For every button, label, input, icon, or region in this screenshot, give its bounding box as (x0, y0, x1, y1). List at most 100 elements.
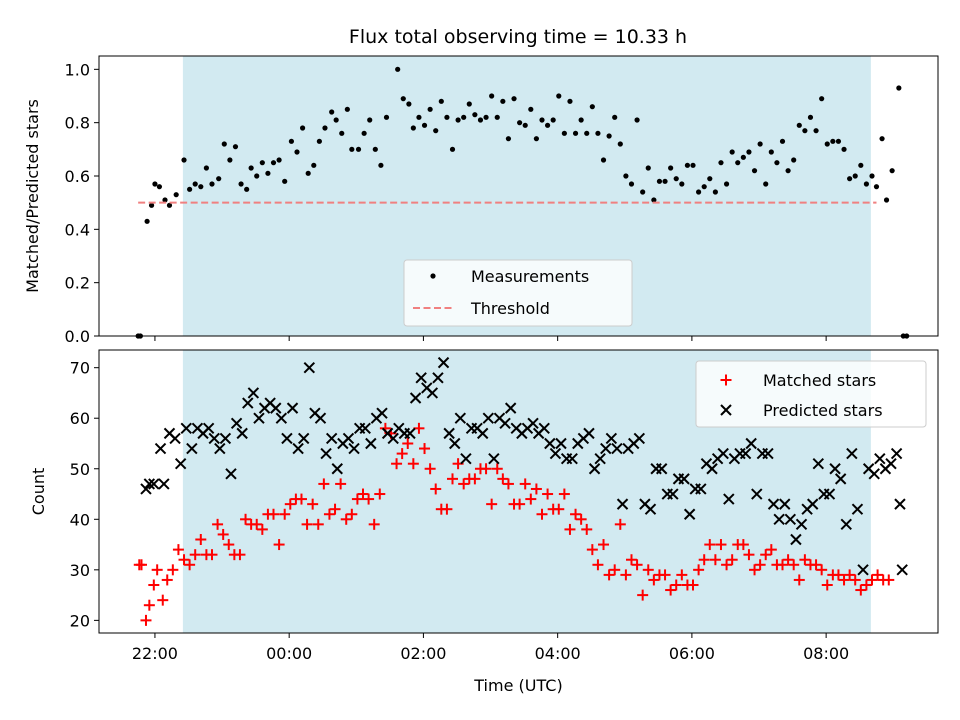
bottom-panel: 20 30 40 50 60 70 22:00 00:00 02:00 04:00 06:00 08… (29, 349, 939, 695)
predicted-star-marker (437, 356, 450, 369)
matched-star-marker (391, 458, 403, 470)
bottom-legend-box (695, 360, 927, 428)
matched-star-marker (335, 478, 347, 490)
predicted-star-marker (829, 463, 841, 475)
measurement-point (500, 98, 506, 104)
matched-star-marker (424, 463, 436, 475)
predicted-star-marker (594, 452, 606, 465)
matched-star-marker (737, 539, 749, 551)
matched-star-marker (810, 559, 822, 571)
predicted-star-marker (454, 412, 467, 424)
y-tick-label: 30 (70, 561, 90, 580)
matched-star-marker (782, 554, 794, 566)
predicted-star-marker (208, 432, 220, 445)
measurement-point (544, 122, 551, 128)
measurement-point (349, 146, 355, 152)
legend-predicted-label: Predicted stars (763, 401, 883, 420)
y-tick-label: 20 (70, 611, 90, 630)
predicted-star-marker (549, 447, 562, 460)
legend-plus (720, 374, 732, 386)
y-tick-label: 0.6 (65, 167, 90, 186)
measurement-point (819, 96, 825, 102)
matched-star-marker (140, 614, 152, 626)
measurement-point (723, 181, 730, 187)
matched-star-marker (838, 574, 850, 586)
predicted-star-marker (611, 442, 623, 455)
matched-star-marker (351, 493, 363, 505)
top-legend: Measurements Threshold (403, 259, 633, 327)
matched-star-marker (665, 584, 677, 596)
measurement-point (684, 162, 691, 168)
predicted-star-marker (460, 452, 472, 465)
predicted-star-marker (851, 503, 864, 515)
y-tick-label: 0.4 (65, 220, 90, 239)
matched-star-marker (136, 559, 148, 571)
matched-star-marker (743, 549, 755, 561)
measurement-point (729, 149, 735, 155)
legend-threshold-label: Threshold (470, 299, 550, 318)
matched-star-marker (575, 513, 587, 525)
matched-star-marker (530, 483, 542, 495)
measurement-point (595, 130, 601, 136)
measurement-point (187, 186, 193, 192)
predicted-star-marker (476, 427, 489, 440)
measurement-point (316, 138, 322, 144)
legend-predicted-marker (720, 404, 732, 416)
matched-star-marker (844, 569, 856, 581)
measurement-point (763, 181, 769, 187)
matched-star-marker (363, 493, 375, 505)
predicted-star-marker (236, 427, 248, 440)
measurement-point (701, 184, 707, 190)
predicted-star-marker (739, 447, 752, 460)
measurement-point (144, 218, 150, 224)
predicted-star-marker (890, 447, 903, 460)
predicted-star-marker (214, 442, 226, 455)
measurement-point (858, 162, 864, 168)
matched-star-marker (357, 488, 369, 500)
predicted-star-marker (325, 432, 338, 445)
predicted-star-marker (745, 437, 757, 450)
predicted-star-marker (174, 457, 187, 470)
matched-star-marker (284, 498, 296, 510)
matched-star-marker (832, 569, 844, 581)
matched-star-marker (184, 559, 196, 571)
measurement-point (227, 157, 233, 163)
predicted-star-marker (488, 452, 500, 465)
predicted-star-marker (140, 483, 152, 495)
measurement-point (198, 184, 204, 190)
predicted-star-marker (600, 442, 612, 455)
matched-star-marker (603, 569, 615, 581)
matched-star-marker (295, 493, 307, 505)
matched-star-marker (536, 508, 548, 520)
x-tick-label: 02:00 (400, 644, 446, 663)
measurement-point (416, 114, 422, 120)
predicted-star-marker (527, 417, 539, 429)
measurement-point (400, 96, 406, 102)
matched-star-marker (157, 594, 169, 606)
predicted-star-marker (314, 412, 327, 424)
measurement-point (494, 114, 500, 120)
predicted-star-marker (365, 437, 377, 450)
y-tick-label: 40 (70, 510, 90, 529)
measurement-point (600, 157, 607, 163)
measurement-point (640, 189, 646, 195)
measurement-point (774, 160, 780, 166)
measurement-point (344, 106, 350, 112)
predicted-star-marker (186, 442, 198, 455)
predicted-star-marker (320, 447, 332, 460)
measurement-point (824, 141, 830, 147)
matched-star-marker (374, 488, 386, 500)
matched-star-marker (407, 458, 419, 470)
matched-star-marker (598, 539, 610, 551)
predicted-star-marker (723, 493, 735, 505)
predicted-star-marker (499, 417, 511, 429)
matched-star-marker (240, 513, 252, 525)
x-tick-label: 00:00 (266, 644, 312, 663)
predicted-star-marker (538, 422, 550, 435)
matched-star-marker (687, 579, 699, 591)
measurement-point (779, 138, 786, 144)
measurement-point (863, 181, 870, 187)
measurement-point (896, 85, 902, 91)
measurement-point (472, 112, 478, 118)
matched-star-marker (872, 569, 884, 581)
